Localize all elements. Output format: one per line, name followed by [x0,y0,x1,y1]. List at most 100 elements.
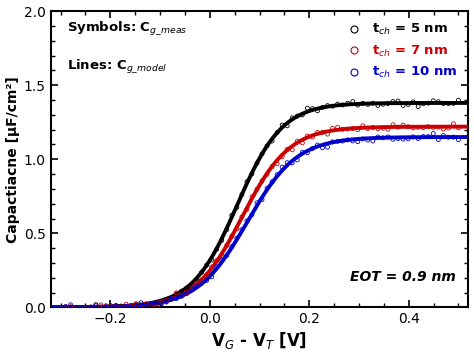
Point [319,145,326,151]
Point [414,125,422,130]
Point [213,257,220,263]
Point [117,303,125,309]
Point [142,301,150,307]
Point [334,101,341,107]
Point [263,143,271,149]
Point [153,301,160,307]
Point [92,305,100,310]
Point [319,105,326,110]
Point [309,146,316,151]
Point [349,126,356,131]
Point [178,293,185,299]
Point [228,244,236,250]
Point [77,305,84,310]
Point [147,304,155,310]
Point [303,150,311,156]
Point [228,212,236,218]
Point [309,106,316,111]
Point [127,303,135,309]
Point [168,296,175,302]
Point [238,192,246,197]
Point [248,171,256,177]
Point [394,136,402,141]
Point [142,303,150,308]
Point [278,154,286,160]
Point [283,147,291,152]
Point [57,305,64,310]
Point [132,302,140,307]
Point [107,304,115,310]
Point [233,235,241,241]
Point [248,212,256,217]
Point [379,135,387,141]
Point [419,125,427,131]
Point [117,305,125,310]
Point [354,127,362,132]
Point [268,179,276,185]
Point [188,285,195,291]
Point [384,101,392,106]
Point [198,277,205,283]
Point [429,98,437,104]
Point [163,296,170,302]
Point [258,151,266,157]
Point [173,290,180,296]
Point [359,123,366,129]
Point [399,136,407,142]
Point [293,113,301,119]
Point [445,134,452,140]
Point [349,99,356,105]
Point [344,137,351,143]
Text: EOT = 0.9 nm: EOT = 0.9 nm [350,270,456,284]
Point [62,304,69,310]
Point [344,126,351,132]
Point [87,305,94,310]
Point [72,305,80,310]
Point [445,125,452,131]
Point [112,303,120,309]
Point [87,304,94,310]
Point [157,299,165,305]
Point [122,301,130,307]
Point [384,126,392,132]
Point [188,285,195,291]
Point [168,296,175,301]
Point [324,144,331,150]
Point [62,305,69,310]
Point [399,102,407,108]
Y-axis label: Capactiacne [μF/cm²]: Capactiacne [μF/cm²] [6,76,19,243]
Point [314,130,321,135]
Point [414,104,422,109]
Point [329,125,337,131]
Point [379,125,387,131]
Point [384,134,392,140]
Point [62,304,69,310]
Text: Symbols: C$_{g\_meas}$: Symbols: C$_{g\_meas}$ [67,20,188,38]
Point [344,100,351,106]
Point [374,126,382,131]
Point [293,157,301,163]
Point [369,138,377,144]
Point [228,233,236,239]
Point [102,305,109,310]
Point [157,301,165,307]
Point [203,262,210,268]
Point [314,108,321,114]
Point [435,137,442,142]
Point [213,246,220,252]
Point [455,137,462,142]
Point [132,301,140,307]
Point [450,101,457,106]
Point [404,124,412,130]
Point [359,136,366,142]
Point [394,98,402,104]
Point [273,172,281,177]
Point [299,149,306,155]
Point [359,101,366,106]
Point [303,133,311,139]
Point [137,304,145,310]
Point [122,303,130,309]
Point [97,302,105,308]
Point [324,103,331,109]
Point [389,122,397,127]
